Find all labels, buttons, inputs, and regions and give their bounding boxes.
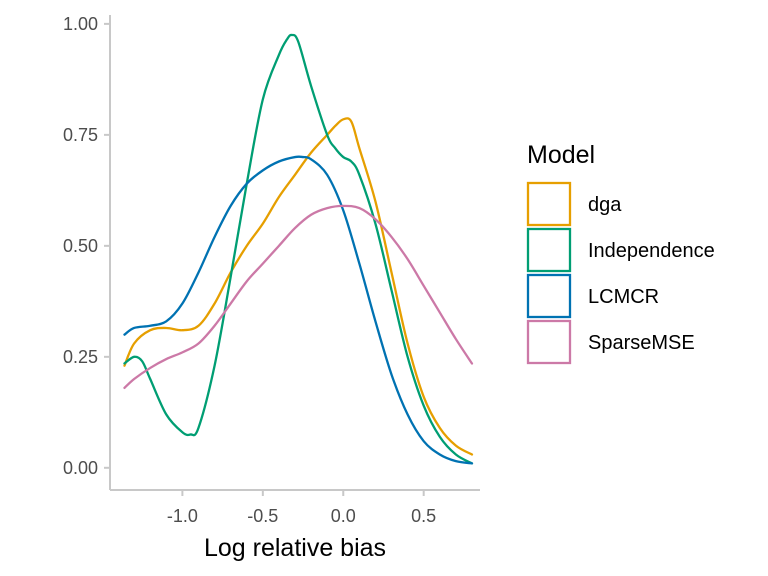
- legend-title: Model: [527, 141, 595, 169]
- legend-item-lcmcr: LCMCR: [526, 273, 659, 319]
- legend-item-independence: Independence: [526, 227, 715, 273]
- legend-key: [526, 273, 572, 319]
- legend-key: [526, 227, 572, 273]
- legend-item-sparsemse: SparseMSE: [526, 319, 695, 365]
- legend-label: dga: [588, 194, 622, 216]
- y-tick-label: 1.00: [63, 14, 98, 34]
- y-tick-label: 0.75: [63, 125, 98, 145]
- y-tick-label: 0.00: [63, 458, 98, 478]
- series-line-independence: [123, 33, 474, 465]
- x-tick-label: 0.0: [331, 506, 356, 526]
- legend-item-dga: dga: [526, 181, 622, 227]
- legend-items: dga Independence LCMCR SparseMSE: [526, 181, 715, 365]
- y-ticks: 0.00 0.25 0.50 0.75 1.00: [63, 14, 110, 478]
- y-tick-label: 0.50: [63, 236, 98, 256]
- x-ticks: -1.0 -0.5 0.0 0.5: [167, 490, 436, 526]
- series-line-lcmcr: [123, 155, 474, 465]
- series-line-dga: [123, 117, 474, 456]
- legend-key: [526, 319, 572, 365]
- legend-label: SparseMSE: [588, 332, 695, 354]
- x-tick-label: -1.0: [167, 506, 198, 526]
- legend: Model dga Independence LCMCR SparseMSE: [526, 141, 715, 365]
- legend-label: LCMCR: [588, 286, 659, 308]
- x-axis-title: Log relative bias: [204, 534, 386, 562]
- y-tick-label: 0.25: [63, 347, 98, 367]
- x-tick-label: 0.5: [411, 506, 436, 526]
- plot-lines: [123, 33, 474, 465]
- series-line-sparsemse: [123, 204, 474, 390]
- x-tick-label: -0.5: [247, 506, 278, 526]
- legend-key: [526, 181, 572, 227]
- legend-label: Independence: [588, 240, 715, 262]
